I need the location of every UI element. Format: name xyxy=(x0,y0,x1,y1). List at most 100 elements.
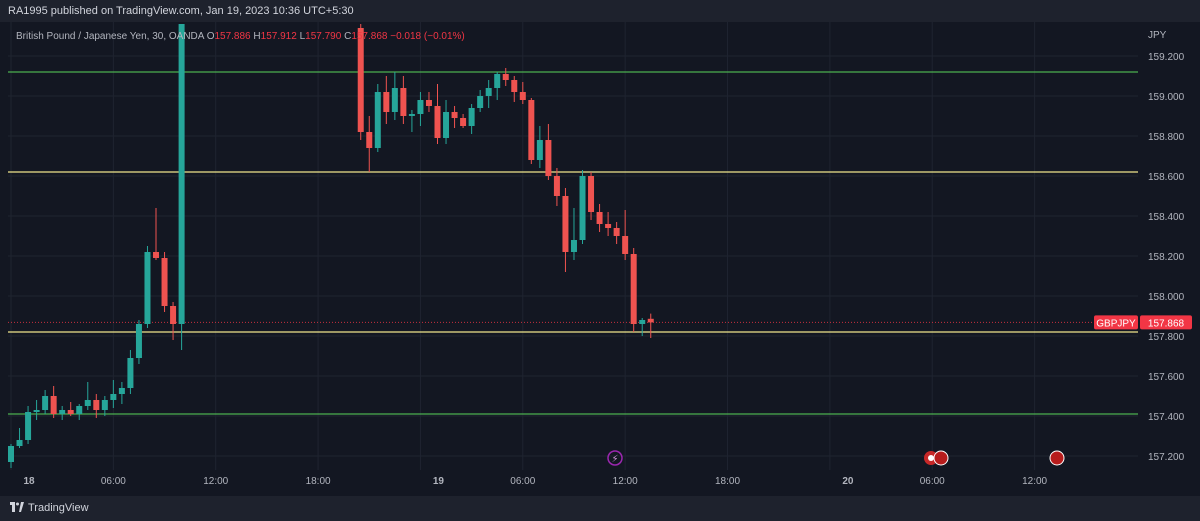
ohlc-legend: British Pound / Japanese Yen, 30, OANDA … xyxy=(16,31,465,42)
candle-body xyxy=(59,410,66,414)
candle-body xyxy=(528,100,535,160)
candle-body xyxy=(519,92,526,100)
candle-body xyxy=(494,74,501,88)
time-tick-label: 18:00 xyxy=(306,476,331,487)
candle-body xyxy=(622,236,629,254)
time-tick-label: 12:00 xyxy=(203,476,228,487)
flag-japan-dot xyxy=(928,455,934,461)
candle-body xyxy=(127,358,134,388)
lightning-glyph: ⚡ xyxy=(611,454,618,465)
bottom-bar xyxy=(0,496,1200,521)
candle-body xyxy=(76,406,83,414)
candle-body xyxy=(536,140,543,160)
candle-body xyxy=(417,100,424,114)
open-label: O xyxy=(206,31,215,42)
candle-body xyxy=(408,114,415,116)
price-tick-label: 157.400 xyxy=(1148,412,1185,423)
published-info: RA1995 published on TradingView.com, Jan… xyxy=(8,5,354,17)
candle-body xyxy=(485,88,492,96)
symbol-tag-bg xyxy=(1094,315,1138,330)
candle-body xyxy=(477,96,484,108)
candle-body xyxy=(170,306,177,324)
candle-body xyxy=(110,394,117,400)
close-value: 157.868 xyxy=(351,31,388,42)
last-price-badge: 157.868 xyxy=(1148,318,1185,329)
axis-currency: JPY xyxy=(1148,30,1167,41)
candle-body xyxy=(366,132,373,148)
last-price-badge-bg xyxy=(1140,315,1192,330)
candle-body xyxy=(33,410,40,412)
price-tick-label: 158.800 xyxy=(1148,132,1185,143)
candle-body xyxy=(545,140,552,176)
candle-body xyxy=(161,258,168,306)
price-tick-label: 158.200 xyxy=(1148,252,1185,263)
candle-body xyxy=(357,28,364,132)
low-label: L xyxy=(299,31,306,42)
brand-name: TradingView xyxy=(28,502,89,514)
time-tick-label: 06:00 xyxy=(510,476,535,487)
candle-body xyxy=(562,196,569,252)
candle-body xyxy=(570,240,577,252)
time-tick-label: 18 xyxy=(23,476,35,487)
candle-body xyxy=(460,118,467,126)
candle-body xyxy=(613,228,620,236)
candle-body xyxy=(93,400,100,410)
high-label: H xyxy=(253,31,261,42)
price-tick-label: 159.000 xyxy=(1148,92,1185,103)
flag-uk-icon xyxy=(933,450,949,466)
candle-body xyxy=(468,108,475,126)
candle-body xyxy=(135,324,142,358)
price-tick-label: 157.600 xyxy=(1148,372,1185,383)
earnings-lightning-icon xyxy=(607,450,623,466)
candle-body xyxy=(588,176,595,212)
time-tick-label: 20 xyxy=(842,476,854,487)
price-tick-label: 158.400 xyxy=(1148,212,1185,223)
candle-body xyxy=(502,74,509,80)
candle-body xyxy=(153,252,160,258)
brand[interactable]: TradingView xyxy=(10,502,89,514)
time-tick-label: 12:00 xyxy=(613,476,638,487)
symbol-tag: GBPJPY xyxy=(1096,318,1136,329)
candle-body xyxy=(16,440,23,446)
time-tick-label: 06:00 xyxy=(101,476,126,487)
candle-body xyxy=(434,106,441,138)
candle-body xyxy=(553,176,560,196)
candle-body xyxy=(400,88,407,116)
candle-body xyxy=(605,224,612,228)
symbol-description: British Pound / Japanese Yen, 30, OANDA xyxy=(16,31,204,42)
price-tick-label: 158.600 xyxy=(1148,172,1185,183)
candle-body xyxy=(101,400,108,410)
candle-body xyxy=(178,24,185,324)
candle-body xyxy=(425,100,432,106)
candle-body xyxy=(451,112,458,118)
candle-body xyxy=(443,112,450,138)
high-value: 157.912 xyxy=(260,31,297,42)
time-tick-label: 12:00 xyxy=(1022,476,1047,487)
candle-body xyxy=(391,88,398,112)
time-tick-label: 18:00 xyxy=(715,476,740,487)
candle-body xyxy=(630,254,637,324)
candle-body xyxy=(118,388,125,394)
price-tick-label: 158.000 xyxy=(1148,292,1185,303)
candle-body xyxy=(383,92,390,112)
candle-body xyxy=(647,318,654,323)
candle-body xyxy=(596,212,603,224)
candle-body xyxy=(84,400,91,406)
low-value: 157.790 xyxy=(305,31,342,42)
flag-uk-icon xyxy=(1049,450,1065,466)
candle-body xyxy=(8,446,14,462)
candle-body xyxy=(639,320,646,324)
change-value: −0.018 (−0.01%) xyxy=(390,31,465,42)
candle-body xyxy=(25,412,32,440)
time-tick-label: 19 xyxy=(433,476,445,487)
candle-body xyxy=(511,80,518,92)
candle-body xyxy=(67,410,74,414)
tradingview-logo-icon xyxy=(10,502,24,512)
candle-body xyxy=(579,176,586,240)
candle-body xyxy=(374,92,381,148)
price-tick-label: 159.200 xyxy=(1148,52,1185,63)
open-value: 157.886 xyxy=(214,31,251,42)
chart-area[interactable] xyxy=(8,22,1192,496)
candle-body xyxy=(42,396,49,410)
